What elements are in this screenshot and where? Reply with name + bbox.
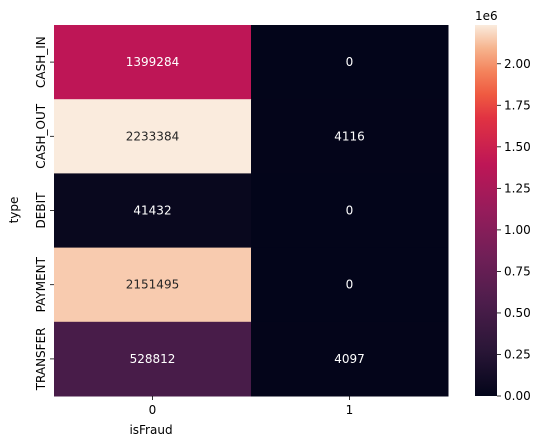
heatmap-cell-labels: 1399284 0 2233384 4116 41432 0 2151495 0 528812 4… <box>126 55 365 366</box>
cell-value-label: 0 <box>346 278 354 292</box>
y-tick-label: PAYMENT <box>34 256 48 312</box>
heatmap-cell <box>251 321 449 397</box>
heatmap-cells <box>54 25 449 397</box>
colorbar-scale-label: 1e6 <box>475 9 498 23</box>
cell-value-label: 4097 <box>334 352 365 366</box>
colorbar-tick-label: 0.25 <box>504 347 531 361</box>
x-axis-label: isFraud <box>129 423 172 437</box>
heatmap-cell <box>251 247 449 323</box>
x-tick-label: 1 <box>346 403 354 417</box>
cell-value-label: 528812 <box>130 352 176 366</box>
cell-value-label: 0 <box>346 55 354 69</box>
cell-value-label: 4116 <box>334 129 365 143</box>
x-tick-label: 0 <box>149 403 157 417</box>
colorbar-tick-label: 2.00 <box>504 57 531 71</box>
y-tick-label: CASH_IN <box>34 36 48 88</box>
heatmap-cell <box>251 25 449 100</box>
colorbar-tick-label: 1.75 <box>504 98 531 112</box>
colorbar-tick-label: 1.00 <box>504 223 531 237</box>
cell-value-label: 2151495 <box>126 278 179 292</box>
heatmap-cell <box>54 247 252 323</box>
colorbar-tick-label: 0.00 <box>504 389 531 403</box>
cell-value-label: 41432 <box>133 204 171 218</box>
heatmap-cell <box>54 25 252 100</box>
colorbar-tick-label: 0.50 <box>504 306 531 320</box>
y-tick-label: CASH_OUT <box>34 103 48 168</box>
y-axis-ticks: CASH_IN CASH_OUT DEBIT PAYMENT TRANSFER <box>34 36 54 391</box>
colorbar-tick-label: 1.25 <box>504 181 531 195</box>
cell-value-label: 1399284 <box>126 55 179 69</box>
y-axis-label: type <box>7 197 21 224</box>
cell-value-label: 0 <box>346 204 354 218</box>
cell-value-label: 2233384 <box>126 129 179 143</box>
colorbar-ticks: 0.00 0.25 0.50 0.75 1.00 1.25 1.50 1.75 2.00 <box>497 57 531 403</box>
heatmap-cell <box>54 173 252 249</box>
heatmap-cell <box>251 173 449 249</box>
heatmap-cell <box>54 99 252 174</box>
heatmap-cell <box>54 321 252 397</box>
heatmap-cell <box>251 99 449 174</box>
colorbar <box>475 25 497 396</box>
y-tick-label: DEBIT <box>34 192 48 229</box>
y-tick-label: TRANSFER <box>34 327 48 391</box>
colorbar-tick-label: 1.50 <box>504 140 531 154</box>
colorbar-tick-label: 0.75 <box>504 264 531 278</box>
